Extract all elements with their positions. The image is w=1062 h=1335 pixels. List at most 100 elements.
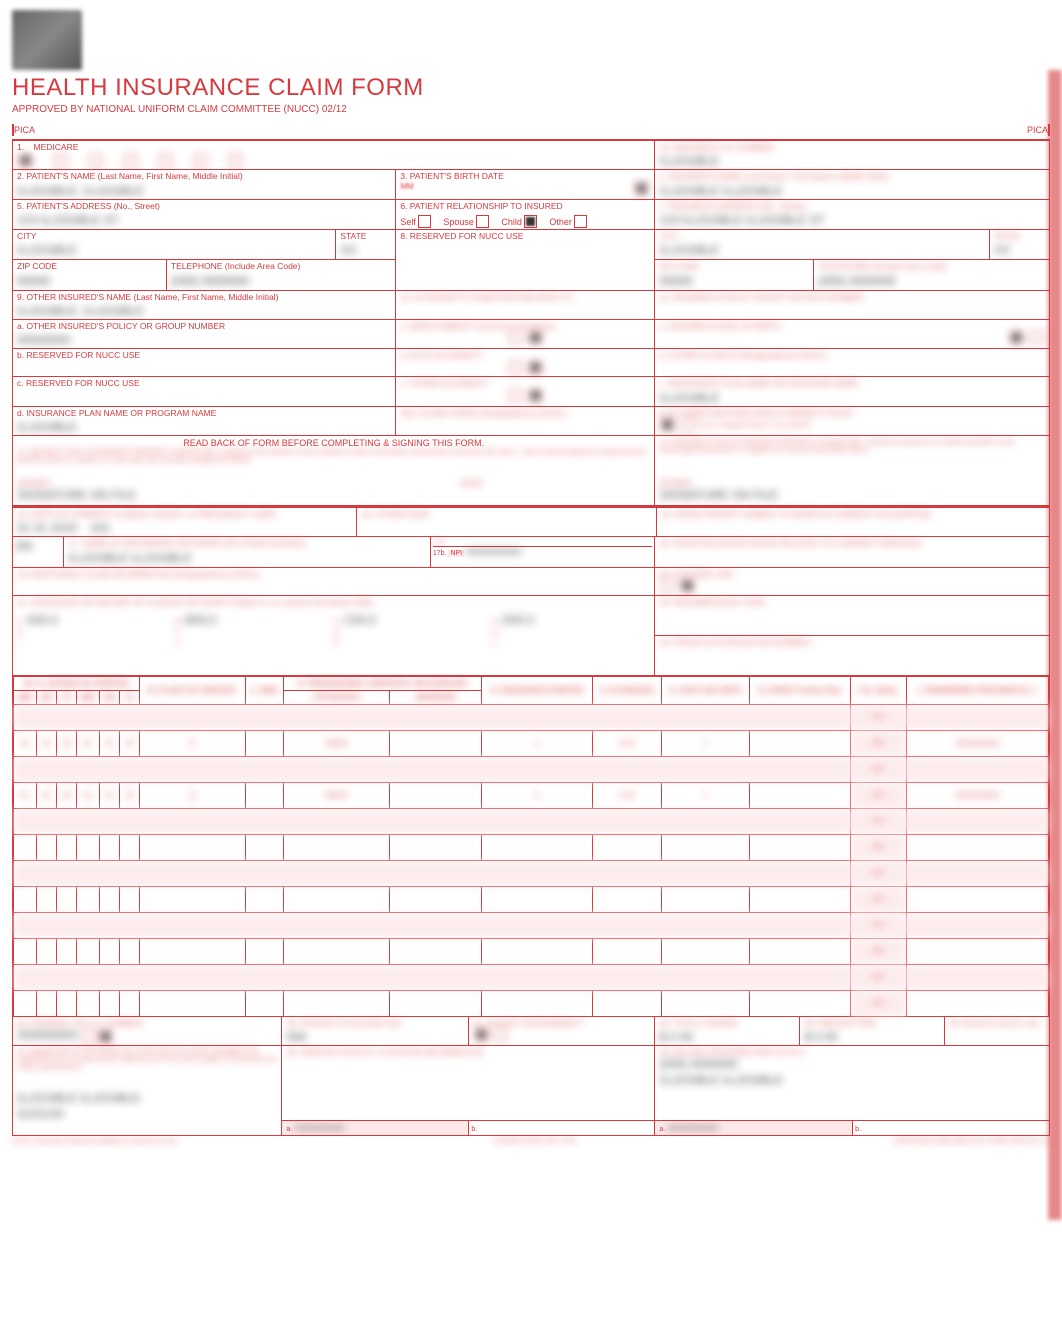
box8-cont [396,260,655,290]
box11a: a. INSURED'S DATE OF BIRTH [655,320,1049,349]
cb-20-no[interactable] [681,579,694,592]
box5: 5. PATIENT'S ADDRESS (No., Street) 123 I… [13,200,396,230]
dx-a: A00.0 [27,613,58,627]
box31: 31. SIGNATURE OF PHYSICIAN OR SUPPLIER I… [13,1046,282,1136]
box13-label: 13. INSURED'S OR AUTHORIZED PERSON'S SIG… [659,438,1045,455]
box22-23: 22. RESUBMISSION CODE 23. PRIOR AUTHORIZ… [655,596,1049,676]
form-subtitle: APPROVED BY NATIONAL UNIFORM CLAIM COMMI… [12,104,1050,115]
box20: 20. OUTSIDE LAB? [655,568,1049,596]
cb-medicare[interactable] [19,154,32,167]
cb-child[interactable] [524,215,537,228]
cb-10c-yes[interactable] [509,389,522,402]
cb-10a-no[interactable] [529,331,542,344]
th-h: H. EPSDT Family Plan [750,676,851,704]
cb-20-yes[interactable] [661,579,674,592]
box19-label: 19. ADDITIONAL CLAIM INFORMATION (Design… [17,570,650,579]
cb-feca[interactable] [194,154,207,167]
box18-label: 18. HOSPITALIZATION DATES RELATED TO CUR… [659,539,1045,548]
cb-tricare[interactable] [89,154,102,167]
box1-num: 1. [17,142,24,152]
box28-value: $ 0 00 [659,1030,795,1044]
box32b: b. [471,1126,477,1133]
box5-state: XX [340,243,391,257]
box5-city-lbl: CITY [17,232,331,241]
cb-10b-no[interactable] [529,361,542,374]
th-from-yy: YY [57,690,77,704]
claim-form: HEALTH INSURANCE CLAIM FORM APPROVED BY … [0,0,1062,1155]
box9d-label: d. INSURANCE PLAN NAME OR PROGRAM NAME [17,409,391,418]
box33a: a. [659,1126,665,1133]
box17b: 17b. [433,550,447,557]
box16-label: 16. DATES PATIENT UNABLE TO WORK IN CURR… [661,510,1045,519]
box7-zip: 00000 [659,274,808,288]
box9a-label: a. OTHER INSURED'S POLICY OR GROUP NUMBE… [17,322,391,331]
cb-ssn[interactable] [82,1030,95,1043]
cb-10b-yes[interactable] [509,361,522,374]
box7-tel: 0000000 [849,274,896,288]
box14-yy: 2020 [50,521,77,535]
cb-medicaid[interactable] [54,154,67,167]
box29-value: $ 0 00 [804,1030,940,1044]
box7: 7. INSURED'S ADDRESS (No., Street) 123 I… [655,200,1049,230]
dx-d: D00.0 [502,613,534,627]
box9d-value: ILLEGIBLE [17,420,391,434]
box1: 1. MEDICARE [13,141,655,170]
cb-self[interactable] [418,215,431,228]
box12-label: 12. PATIENT'S OR AUTHORIZED PERSON'S SIG… [17,448,650,465]
cb-27-no[interactable] [494,1028,507,1041]
box30-label: 30. Rsvd for NUCC Use [949,1019,1045,1028]
box9a-value: 00000000 [17,333,391,347]
cb-champva[interactable] [124,154,137,167]
box17: DN 17. NAME OF REFERRING PROVIDER OR OTH… [13,537,655,567]
box11c: c. INSURANCE PLAN NAME OR PROGRAM NAME I… [655,377,1049,406]
cb-rel-other[interactable] [574,215,587,228]
box6-other: Other [549,217,572,227]
box10d-label: 10d. CLAIM CODES (Designated by NUCC) [400,409,650,418]
box26: 26. PATIENT'S ACCOUNT NO. 000 [282,1017,468,1046]
box27: 27. ACCEPT ASSIGNMENT? [469,1017,655,1046]
box17-npi-val: 0000000000 [466,547,522,558]
box26-label: 26. PATIENT'S ACCOUNT NO. [286,1019,463,1028]
cb-11a-m[interactable] [1010,331,1023,344]
box17-value: ILLEGIBLE ILLEGIBLE [68,551,426,565]
box21-label: 21. DIAGNOSIS OR NATURE OF ILLNESS OR IN… [17,598,650,607]
box10c: c. OTHER ACCIDENT? [396,377,655,406]
cb-27-yes[interactable] [475,1028,488,1041]
cb-ein[interactable] [99,1030,112,1043]
cb-sex-m[interactable] [635,182,648,195]
cb-spouse[interactable] [476,215,489,228]
box5-state-lbl: STATE [340,232,391,241]
box6-child: Child [501,217,522,227]
dx-c: C00.0 [344,613,376,627]
service-rows: NPI0101200101201199000A0 001NPI000000000… [14,704,1049,1016]
box12: READ BACK OF FORM BEFORE COMPLETING & SI… [13,436,655,506]
box7-zip-lbl: ZIP CODE [659,262,808,271]
box7-city: ILLEGIBLE [659,243,985,257]
cb-11d-no[interactable] [681,418,694,431]
box4: 4. INSURED'S NAME (Last Name, First Name… [655,170,1049,199]
service-row-1: 0101200101201199000A0 001NPI0000000000 [14,730,1049,756]
box11d-sub: If yes, complete items 9, 9a, and 9d. [698,422,810,429]
box11b: b. OTHER CLAIM ID (Designated by NUCC) [655,349,1049,377]
box5-zip: 00000 [17,274,162,288]
box5-zip-row: ZIP CODE00000 TELEPHONE (Include Area Co… [13,260,396,290]
box17-label: 17. NAME OF REFERRING PROVIDER OR OTHER … [68,539,426,548]
box11: 11. INSURED'S POLICY GROUP OR FECA NUMBE… [655,291,1049,320]
box1-medicare: MEDICARE [34,142,79,152]
cb-10a-yes[interactable] [509,331,522,344]
cb-other[interactable] [229,154,242,167]
cb-11a-f[interactable] [1030,331,1043,344]
box10d: 10d. CLAIM CODES (Designated by NUCC) [396,407,655,436]
box2-value: ILLEGIBLE, ILLEGIBLE [17,184,391,198]
box15-label: 15. OTHER DATE [361,510,651,519]
cb-11d-yes[interactable] [661,418,674,431]
th-g: G. DAYS OR UNITS [661,676,749,704]
footer-omb: APPROVED OMB-0938-1197 FORM 1500 (02-12) [893,1138,1050,1145]
footer-nucc: NUCC Instruction Manual available at: ww… [12,1138,176,1145]
box30: 30. Rsvd for NUCC Use [945,1017,1049,1046]
cb-group[interactable] [159,154,172,167]
cb-10c-no[interactable] [529,389,542,402]
box1a-value: ILLEGIBLE [659,154,1045,168]
box5-label: 5. PATIENT'S ADDRESS (No., Street) [17,202,391,211]
th-c: C. EMG [245,676,283,704]
